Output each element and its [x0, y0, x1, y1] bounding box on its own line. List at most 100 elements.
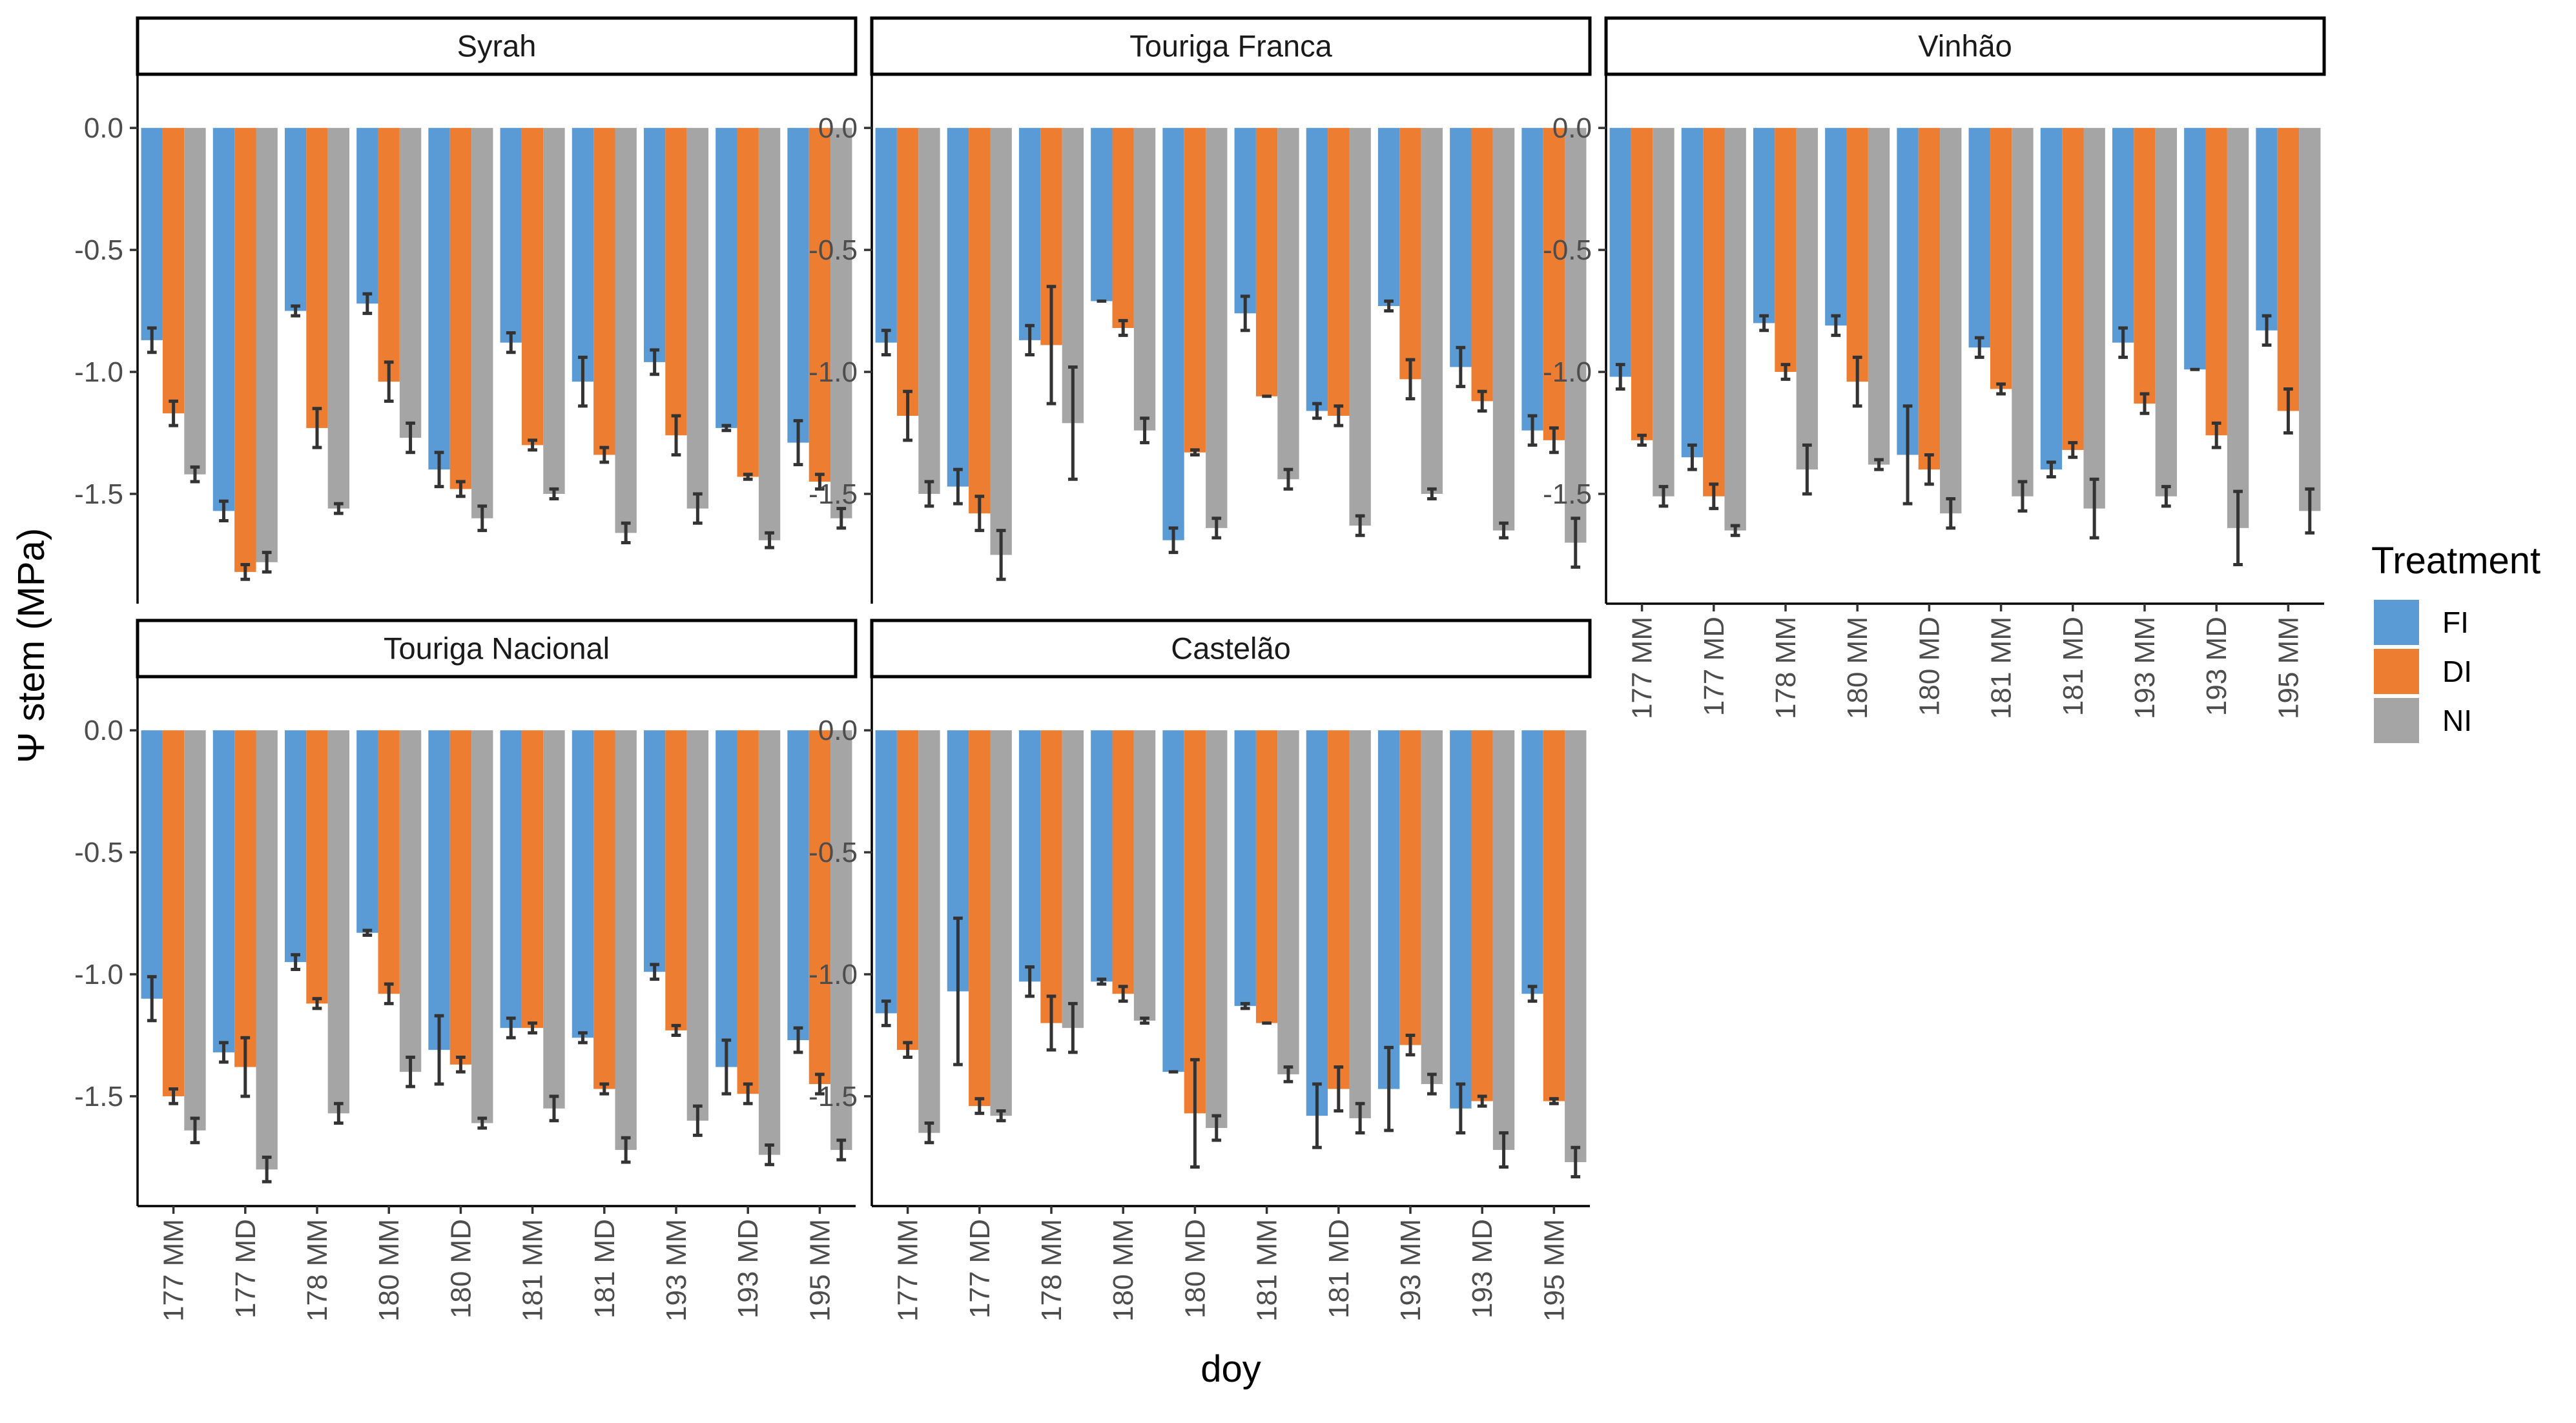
y-tick-label: 0.0 [84, 112, 123, 144]
y-tick-label: -1.0 [74, 356, 123, 388]
bar-di-6 [521, 128, 544, 445]
legend: Treatment FI DI NI [2371, 540, 2540, 743]
error-bar-fi-7 [1312, 402, 1322, 420]
y-tick-label: -0.5 [74, 234, 123, 266]
bar-di-8 [665, 128, 687, 436]
bar-di-7 [593, 128, 615, 455]
error-bar-ni-8 [693, 1104, 703, 1137]
bar-ni-7 [615, 730, 637, 1151]
error-bar-fi-5 [1168, 526, 1179, 555]
y-tick-label: -1.0 [1543, 356, 1592, 388]
error-bar-fi-6 [1240, 1001, 1250, 1010]
x-tick-label: 193 MM [2129, 617, 2161, 719]
error-bar-di-7 [599, 445, 610, 464]
x-tick-label: 181 MD [589, 1219, 621, 1318]
error-bar-di-2 [240, 563, 251, 581]
x-tick-label: 178 MM [1036, 1219, 1067, 1322]
error-bar-ni-1 [1658, 485, 1669, 508]
bar-di-5 [1184, 128, 1206, 453]
error-bar-ni-4 [406, 421, 415, 455]
error-bar-di-1 [903, 1041, 912, 1059]
x-tick-label: 195 MM [1538, 1219, 1570, 1322]
error-bar-ni-2 [262, 551, 272, 574]
x-tick-label: 180 MM [1108, 1219, 1139, 1322]
bar-fi-10 [787, 128, 809, 443]
error-bar-ni-6 [2017, 480, 2028, 513]
bar-ni-10 [830, 128, 852, 518]
bar-di-7 [1328, 730, 1350, 1089]
error-bar-di-8 [671, 414, 681, 456]
bar-fi-7 [1306, 730, 1328, 1116]
error-bar-di-9 [743, 1082, 753, 1105]
bar-fi-7 [2040, 128, 2063, 470]
error-bar-fi-5 [1902, 404, 1913, 506]
error-bar-fi-10 [793, 419, 803, 467]
error-bar-ni-4 [406, 1055, 415, 1089]
error-bar-ni-8 [693, 492, 703, 525]
bar-fi-5 [1897, 128, 1919, 455]
bar-di-2 [234, 128, 256, 572]
y-tick-label: 0.0 [818, 112, 858, 144]
error-bar-di-9 [1477, 389, 1487, 413]
bar-ni-5 [471, 730, 493, 1123]
bar-di-6 [1255, 730, 1278, 1023]
error-bar-di-4 [384, 982, 394, 1005]
bar-ni-8 [1421, 128, 1443, 494]
bar-fi-8 [643, 730, 666, 972]
x-tick-label: 193 MD [2201, 617, 2232, 716]
bar-ni-2 [990, 128, 1012, 555]
x-tick-label: 178 MM [1770, 617, 1802, 719]
bar-fi-6 [500, 128, 522, 343]
strip-castel-o [870, 619, 1592, 679]
x-tick-label: 177 MM [1627, 617, 1658, 719]
bar-ni-6 [543, 128, 565, 494]
bar-ni-2 [256, 730, 278, 1170]
error-bar-fi-8 [650, 963, 659, 981]
error-bar-ni-1 [924, 1121, 934, 1145]
x-tick-label: 193 MD [732, 1219, 764, 1318]
error-bar-ni-4 [1140, 416, 1149, 445]
x-tick-label: 180 MM [1842, 617, 1873, 719]
panel-touriga-nacional: Touriga Nacional 0.0 -0.5 -1.0 -1.5 177 MM 177… [74, 619, 858, 1322]
bar-di-4 [1112, 730, 1134, 994]
error-bar-di-3 [1046, 994, 1056, 1052]
legend-label-ni: NI [2442, 704, 2472, 737]
bar-di-4 [378, 128, 400, 382]
x-tick-label: 177 MM [158, 1219, 190, 1322]
bar-di-3 [306, 128, 328, 428]
bar-di-3 [1775, 128, 1797, 373]
bar-di-6 [1255, 128, 1278, 396]
error-bar-fi-6 [1240, 294, 1250, 333]
error-bar-di-1 [169, 399, 178, 427]
bar-di-2 [969, 128, 991, 514]
bar-fi-3 [1018, 730, 1041, 982]
bar-fi-5 [428, 730, 450, 1050]
bar-di-7 [593, 730, 615, 1089]
error-bar-fi-7 [578, 355, 588, 408]
error-bar-ni-3 [334, 1101, 344, 1125]
error-bar-fi-6 [1974, 336, 1984, 359]
bar-di-10 [1543, 730, 1565, 1101]
bar-ni-9 [758, 730, 781, 1155]
bar-di-9 [737, 128, 759, 477]
error-bar-fi-1 [881, 999, 891, 1027]
bar-fi-5 [1162, 730, 1184, 1072]
bar-ni-1 [184, 128, 206, 475]
error-bar-ni-3 [334, 502, 344, 515]
error-bar-fi-3 [1759, 314, 1769, 333]
error-bar-ni-8 [2161, 485, 2171, 508]
error-bar-fi-7 [2046, 460, 2056, 479]
y-axis-title: Ψ stem (MPa) [10, 528, 52, 763]
bar-fi-2 [212, 730, 235, 1052]
legend-swatch-ni [2374, 698, 2419, 743]
x-tick-label: 193 MM [1395, 1219, 1427, 1322]
error-bar-ni-9 [1499, 521, 1509, 540]
y-tick-label: 0.0 [818, 715, 858, 746]
error-bar-fi-6 [506, 331, 516, 354]
error-bar-di-10 [2283, 387, 2293, 435]
y-tick-label: -0.5 [809, 837, 858, 868]
error-bar-fi-9 [721, 1038, 732, 1096]
error-bar-fi-9 [1456, 345, 1466, 389]
bar-ni-10 [830, 730, 852, 1151]
